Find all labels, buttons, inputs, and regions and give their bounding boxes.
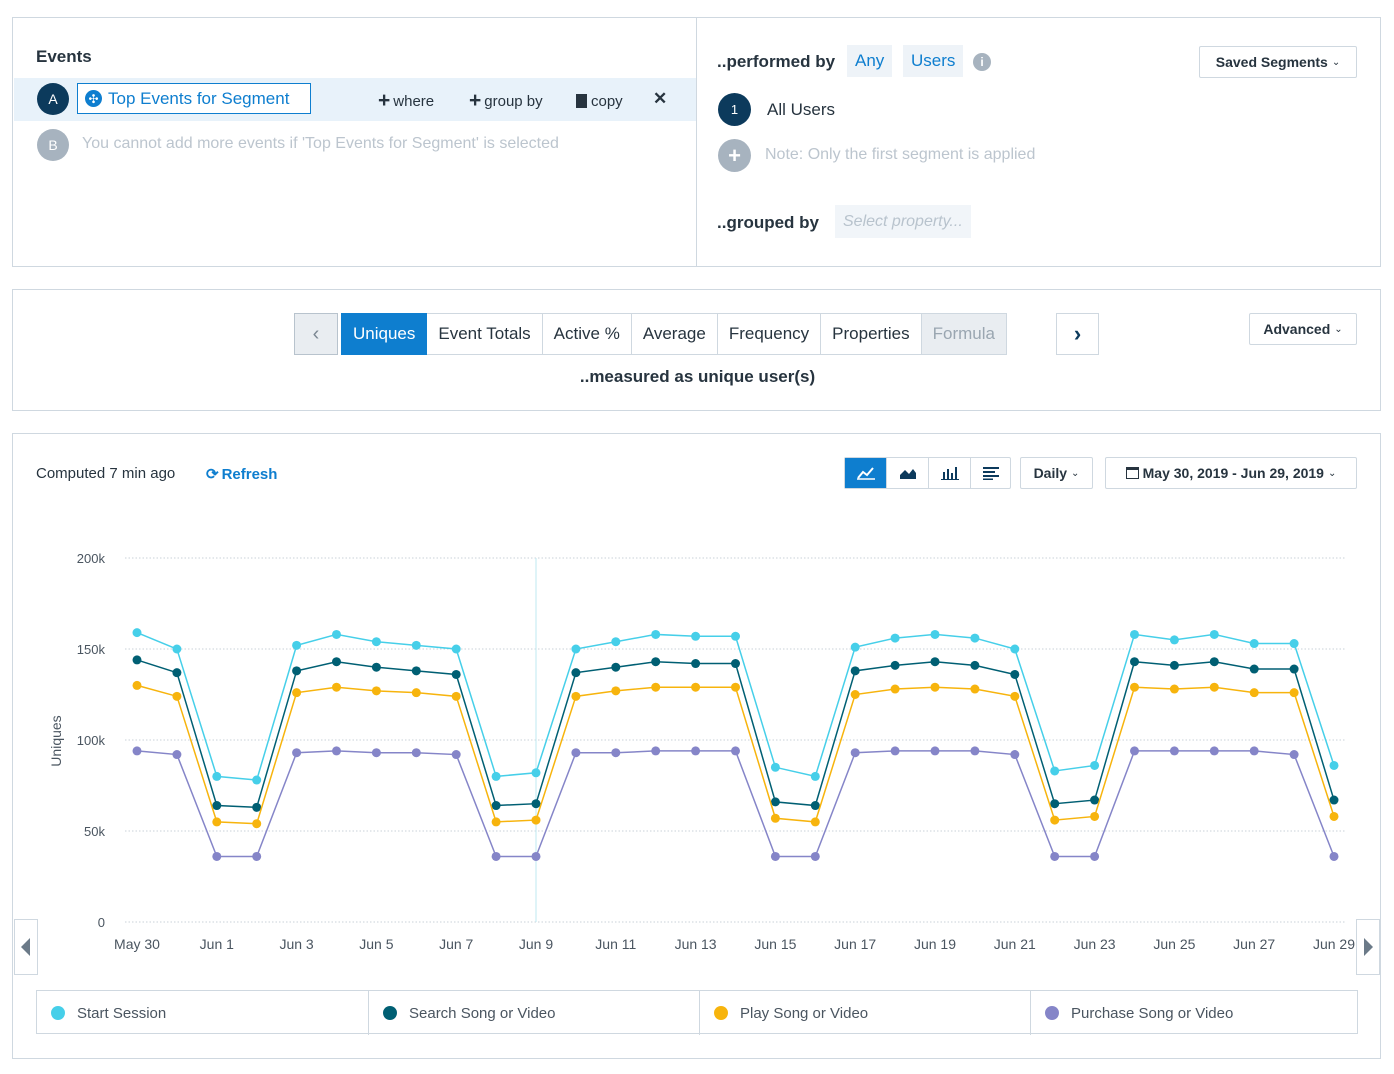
legend-dot bbox=[714, 1006, 728, 1020]
legend-dot bbox=[51, 1006, 65, 1020]
chart-panel: Computed 7 min ago ⟳ Refresh Daily ⌄ May … bbox=[12, 433, 1381, 1059]
tab-uniques[interactable]: Uniques bbox=[341, 313, 428, 355]
event-name: Top Events for Segment bbox=[108, 88, 290, 108]
tabs-prev-button[interactable]: ‹ bbox=[294, 313, 338, 355]
query-builder-panel: Events A ✣ Top Events for Segment + wher… bbox=[12, 17, 1381, 267]
tabs-next-button[interactable]: › bbox=[1056, 313, 1099, 355]
refresh-icon: ⟳ bbox=[206, 466, 219, 483]
measurement-panel: ‹ Uniques Event Totals Active % Average … bbox=[12, 289, 1381, 411]
chevron-down-icon: ⌄ bbox=[1071, 467, 1080, 479]
interval-select[interactable]: Daily ⌄ bbox=[1020, 457, 1093, 489]
chevron-down-icon: ⌄ bbox=[1327, 467, 1337, 479]
chart-type-group bbox=[844, 457, 1011, 489]
panel-divider bbox=[696, 18, 697, 266]
date-range-picker[interactable]: May 30, 2019 - Jun 29, 2019 ⌄ bbox=[1105, 457, 1357, 489]
tab-frequency[interactable]: Frequency bbox=[717, 313, 822, 355]
legend-dot bbox=[383, 1006, 397, 1020]
plus-icon: + bbox=[469, 89, 482, 112]
property-selector[interactable]: Select property... bbox=[835, 205, 971, 238]
advanced-button[interactable]: Advanced ⌄ bbox=[1249, 313, 1357, 345]
remove-event-icon[interactable]: ✕ bbox=[653, 89, 668, 108]
copy-button[interactable]: copy bbox=[576, 89, 623, 113]
legend-start-session[interactable]: Start Session bbox=[37, 991, 368, 1035]
legend-dot bbox=[1045, 1006, 1059, 1020]
any-selector[interactable]: Any bbox=[847, 45, 893, 77]
copy-icon bbox=[576, 94, 587, 108]
users-selector[interactable]: Users bbox=[903, 45, 964, 77]
segment-number-1: 1 bbox=[718, 93, 751, 126]
info-icon[interactable]: i bbox=[973, 53, 991, 71]
tab-properties[interactable]: Properties bbox=[821, 313, 922, 355]
saved-segments-button[interactable]: Saved Segments ⌄ bbox=[1199, 46, 1357, 78]
group-by-button[interactable]: + group by bbox=[469, 89, 543, 112]
area-chart-icon[interactable] bbox=[886, 458, 928, 488]
event-selector-a[interactable]: ✣ Top Events for Segment bbox=[77, 83, 311, 114]
bar-chart-icon[interactable] bbox=[928, 458, 970, 488]
measured-as-label: ..measured as unique user(s) bbox=[579, 367, 816, 386]
event-letter-b: B bbox=[37, 129, 69, 161]
segment-note: Note: Only the first segment is applied bbox=[765, 146, 1036, 163]
chevron-down-icon: ⌄ bbox=[1331, 56, 1341, 68]
grouped-by-label: ..grouped by bbox=[717, 213, 819, 232]
legend-purchase-song[interactable]: Purchase Song or Video bbox=[1030, 991, 1357, 1035]
refresh-button[interactable]: ⟳ Refresh bbox=[206, 465, 278, 484]
legend-search-song[interactable]: Search Song or Video bbox=[368, 991, 699, 1035]
calendar-icon bbox=[1125, 467, 1139, 479]
measure-tabs: Uniques Event Totals Active % Average Fr… bbox=[341, 313, 1007, 355]
table-icon[interactable] bbox=[970, 458, 1010, 488]
computed-status: Computed 7 min ago bbox=[36, 465, 176, 482]
chevron-down-icon: ⌄ bbox=[1334, 323, 1343, 335]
performed-by-label: ..performed by bbox=[717, 52, 836, 71]
chart-next-arrow[interactable] bbox=[1356, 919, 1380, 975]
event-b-disabled-message: You cannot add more events if 'Top Event… bbox=[82, 135, 559, 152]
line-chart-icon[interactable] bbox=[845, 458, 886, 488]
event-letter-a: A bbox=[37, 83, 69, 115]
tab-event-totals[interactable]: Event Totals bbox=[427, 313, 543, 355]
add-segment-icon[interactable]: + bbox=[718, 139, 751, 172]
segment-1-label[interactable]: All Users bbox=[767, 100, 836, 119]
chart-legend: Start Session Search Song or Video Play … bbox=[36, 990, 1358, 1035]
events-title: Events bbox=[36, 47, 92, 66]
tab-average[interactable]: Average bbox=[631, 313, 718, 355]
tab-formula[interactable]: Formula bbox=[921, 313, 1007, 355]
event-icon: ✣ bbox=[85, 90, 102, 107]
legend-play-song[interactable]: Play Song or Video bbox=[699, 991, 1030, 1035]
chart-prev-arrow[interactable] bbox=[14, 919, 38, 975]
tab-active-percent[interactable]: Active % bbox=[542, 313, 632, 355]
plus-icon: + bbox=[378, 89, 391, 112]
where-button[interactable]: + where bbox=[378, 89, 435, 112]
